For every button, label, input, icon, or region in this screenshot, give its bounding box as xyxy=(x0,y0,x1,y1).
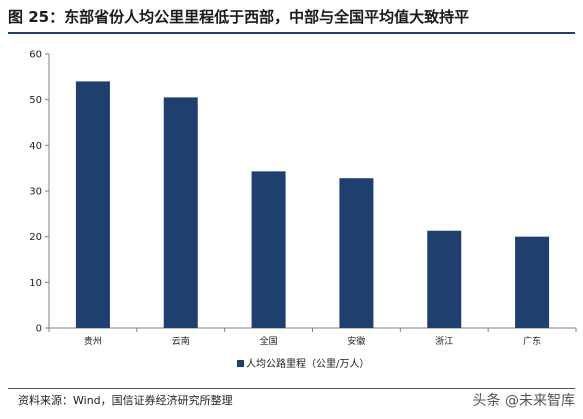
footer-divider xyxy=(8,388,575,389)
y-tick-label: 30 xyxy=(29,187,42,198)
bar xyxy=(163,97,198,328)
x-category-label: 广东 xyxy=(523,335,541,347)
y-tick-label: 60 xyxy=(29,50,42,61)
x-axis: 贵州 云南 全国 安徽 浙江 广东 xyxy=(48,327,577,347)
chart-title: 图 25：东部省份人均公里里程低于西部，中部与全国平均值大致持平 xyxy=(8,8,470,26)
watermark: 头条 @未来智库 xyxy=(472,393,575,409)
bar xyxy=(515,236,550,328)
x-category-label: 贵州 xyxy=(84,335,102,347)
y-tick-label: 20 xyxy=(29,232,42,243)
bar xyxy=(427,230,462,328)
legend-swatch xyxy=(237,360,244,367)
bar xyxy=(251,171,286,328)
y-tick-label: 10 xyxy=(29,278,42,289)
source-note: 资料来源：Wind，国信证券经济研究所整理 xyxy=(18,394,233,407)
legend-label: 人均公路里程（公里/万人） xyxy=(246,357,369,370)
bar-series xyxy=(75,81,550,329)
x-category-label: 浙江 xyxy=(435,335,453,347)
y-tick-label: 0 xyxy=(36,324,42,335)
y-tick-label: 40 xyxy=(29,141,42,152)
y-tick-label: 50 xyxy=(29,95,42,106)
bar xyxy=(339,178,374,328)
y-axis: 0 10 20 30 40 50 60 xyxy=(29,50,50,335)
bar xyxy=(75,81,110,329)
x-category-label: 云南 xyxy=(172,335,190,347)
legend: 人均公路里程（公里/万人） xyxy=(237,357,369,370)
title-divider xyxy=(8,32,575,34)
x-category-label: 安徽 xyxy=(347,335,365,347)
x-category-label: 全国 xyxy=(260,335,278,347)
